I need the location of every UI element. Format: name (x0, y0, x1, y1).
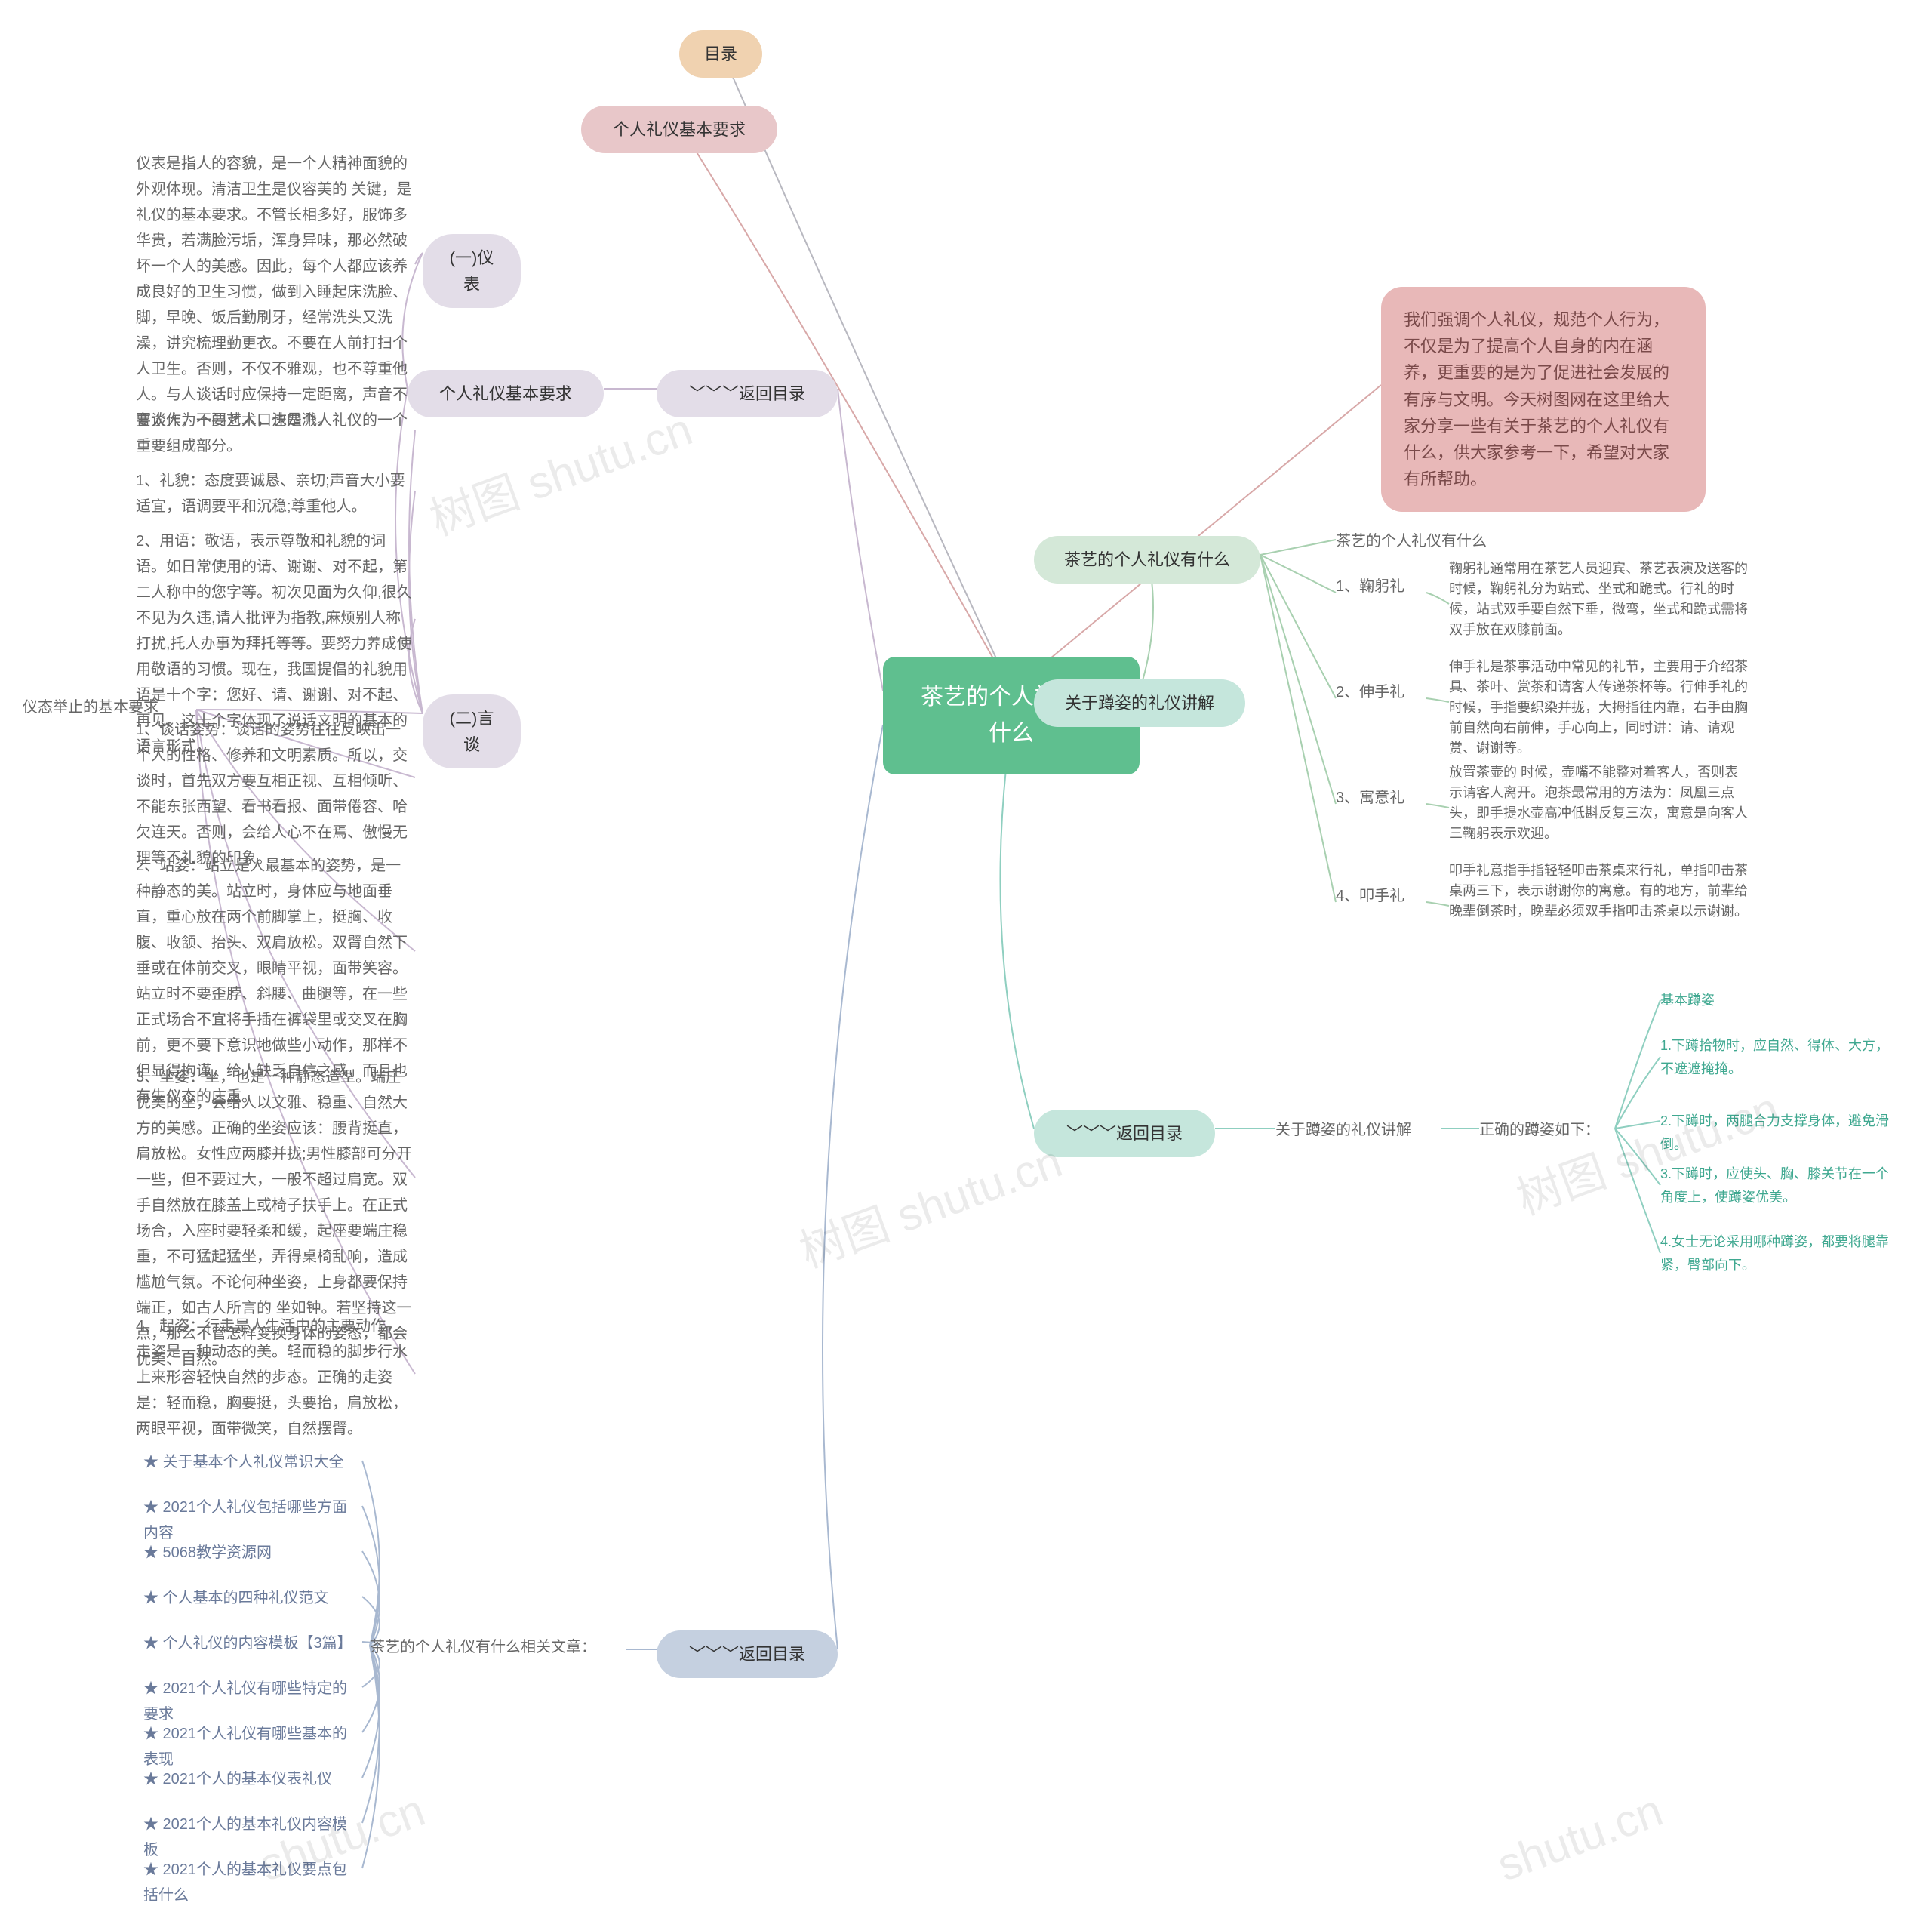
tea-item-label-3: 3、寓意礼 (1336, 785, 1426, 811)
squat-leaf-2: 1.下蹲拾物时，应自然、得体、大方，不遮遮掩掩。 (1660, 1034, 1902, 1080)
related-article-2[interactable]: ★ 2021个人礼仪包括哪些方面内容 (143, 1495, 362, 1546)
posture-point-4: 4、起姿：行走是人生活中的主要动作，走姿是一种动态的美。轻而稳的脚步行水上来形容… (136, 1313, 415, 1442)
tea-item-desc-2: 伸手礼是茶事活动中常见的礼节，主要用于介绍茶具、茶叶、赏茶和请客人传递茶杯等。行… (1449, 657, 1751, 759)
related-article-9[interactable]: ★ 2021个人的基本礼仪内容模板 (143, 1812, 362, 1863)
tea-item-label-1: 1、鞠躬礼 (1336, 574, 1426, 599)
tea-item-label-4: 4、叩手礼 (1336, 883, 1426, 909)
tea-etiquette-subtitle: 茶艺的个人礼仪有什么 (1336, 528, 1532, 554)
node-toc[interactable]: 目录 (679, 30, 762, 78)
posture-point-1: 1、谈话姿势：谈话的姿势往往反映出一个人的性格、修养和文明素质。所以，交谈时，首… (136, 717, 415, 871)
squat-label-2: 正确的蹲姿如下： (1479, 1117, 1615, 1143)
related-article-10[interactable]: ★ 2021个人的基本礼仪要点包括什么 (143, 1857, 362, 1906)
intro-paragraph: 我们强调个人礼仪，规范个人行为，不仅是为了提高个人自身的内在涵养，更重要的是为了… (1381, 287, 1706, 512)
related-article-4[interactable]: ★ 个人基本的四种礼仪范文 (143, 1585, 362, 1611)
related-article-1[interactable]: ★ 关于基本个人礼仪常识大全 (143, 1449, 362, 1475)
squat-leaf-3: 2.下蹲时，两腿合力支撑身体，避免滑倒。 (1660, 1110, 1902, 1156)
node-appearance[interactable]: (一)仪表 (423, 234, 521, 308)
tea-item-label-2: 2、伸手礼 (1336, 679, 1426, 705)
watermark: shutu.cn (1491, 1784, 1669, 1891)
squat-leaf-4: 3.下蹲时，应使头、胸、膝关节在一个角度上，使蹲姿优美。 (1660, 1162, 1902, 1209)
related-article-3[interactable]: ★ 5068教学资源网 (143, 1540, 362, 1566)
related-article-8[interactable]: ★ 2021个人的基本仪表礼仪 (143, 1766, 362, 1792)
related-article-6[interactable]: ★ 2021个人礼仪有哪些特定的要求 (143, 1676, 362, 1727)
node-tea-etiquette[interactable]: 茶艺的个人礼仪有什么 (1034, 536, 1260, 584)
speech-point-1: 1、礼貌：态度要诚恳、亲切;声音大小要适宜，语调要平和沉稳;尊重他人。 (136, 468, 415, 519)
watermark: 树图 shutu.cn (789, 1125, 1069, 1280)
node-basic-requirements[interactable]: 个人礼仪基本要求 (581, 106, 777, 153)
squat-leaf-1: 基本蹲姿 (1660, 989, 1811, 1012)
tea-item-desc-1: 鞠躬礼通常用在茶艺人员迎宾、茶艺表演及送客的时候，鞠躬礼分为站式、坐式和跪式。行… (1449, 559, 1751, 640)
related-article-7[interactable]: ★ 2021个人礼仪有哪些基本的表现 (143, 1721, 362, 1772)
squat-leaf-5: 4.女士无论采用哪种蹲姿，都要将腿靠紧，臀部向下。 (1660, 1230, 1902, 1276)
tea-item-desc-3: 放置茶壶的 时候，壶嘴不能整对着客人，否则表示请客人离开。泡茶最常用的方法为：凤… (1449, 762, 1751, 844)
appearance-desc: 仪表是指人的容貌，是一个人精神面貌的外观体现。清洁卫生是仪容美的 关键，是礼仪的… (136, 151, 415, 433)
return-to-toc-3[interactable]: ﹀﹀﹀返回目录 (657, 1630, 838, 1678)
speech-intro: 言谈作为一门艺术，也是个人礼仪的一个重要组成部分。 (136, 408, 415, 459)
related-article-5[interactable]: ★ 个人礼仪的内容模板【3篇】 (143, 1630, 362, 1656)
tea-item-desc-4: 叩手礼意指手指轻轻叩击茶桌来行礼，单指叩击茶桌两三下，表示谢谢你的寓意。有的地方… (1449, 861, 1751, 922)
return-to-toc-2[interactable]: ﹀﹀﹀返回目录 (1034, 1110, 1215, 1157)
node-squat-etiquette[interactable]: 关于蹲姿的礼仪讲解 (1034, 679, 1245, 727)
squat-label-1: 关于蹲姿的礼仪讲解 (1275, 1117, 1441, 1143)
return-to-toc-1[interactable]: ﹀﹀﹀返回目录 (657, 370, 838, 417)
node-basic-requirements-2[interactable]: 个人礼仪基本要求 (408, 370, 604, 417)
node-speech[interactable]: (二)言谈 (423, 694, 521, 768)
related-articles-label: 茶艺的个人礼仪有什么相关文章： (370, 1634, 626, 1660)
